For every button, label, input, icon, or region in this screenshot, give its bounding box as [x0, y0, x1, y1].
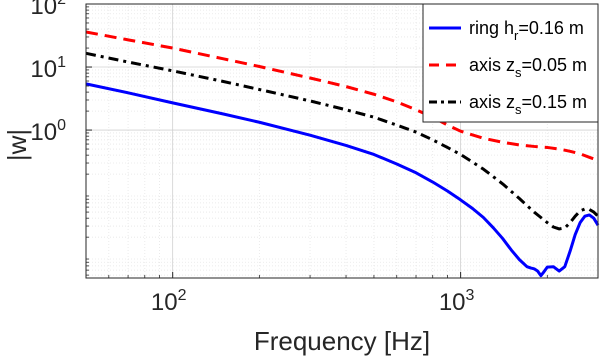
- series-line-3: [85, 51, 600, 231]
- legend-label-3: axis zs=0.15 m: [469, 92, 587, 117]
- legend-label-1: ring hr=0.16 m: [469, 18, 584, 43]
- x-tick-label: 103: [439, 287, 475, 316]
- y-tick-labels: 100 101 102: [30, 0, 66, 146]
- y-tick-label: 102: [30, 0, 66, 20]
- y-tick-label: 101: [30, 54, 66, 83]
- y-tick-label: 100: [30, 117, 66, 146]
- plot-frame: [85, 3, 599, 279]
- legend: ring hr=0.16 m axis zs=0.05 m axis zs=0.15…: [422, 3, 599, 123]
- x-tick-label: 102: [151, 287, 187, 316]
- series-layer: [85, 30, 600, 278]
- y-axis-title: |w|: [2, 129, 32, 161]
- legend-label-2: axis zs=0.05 m: [469, 55, 587, 80]
- series-line-1: [85, 82, 600, 278]
- x-axis-title: Frequency [Hz]: [254, 326, 430, 356]
- tick-marks: [86, 3, 548, 278]
- x-tick-labels: 102 103: [151, 287, 475, 316]
